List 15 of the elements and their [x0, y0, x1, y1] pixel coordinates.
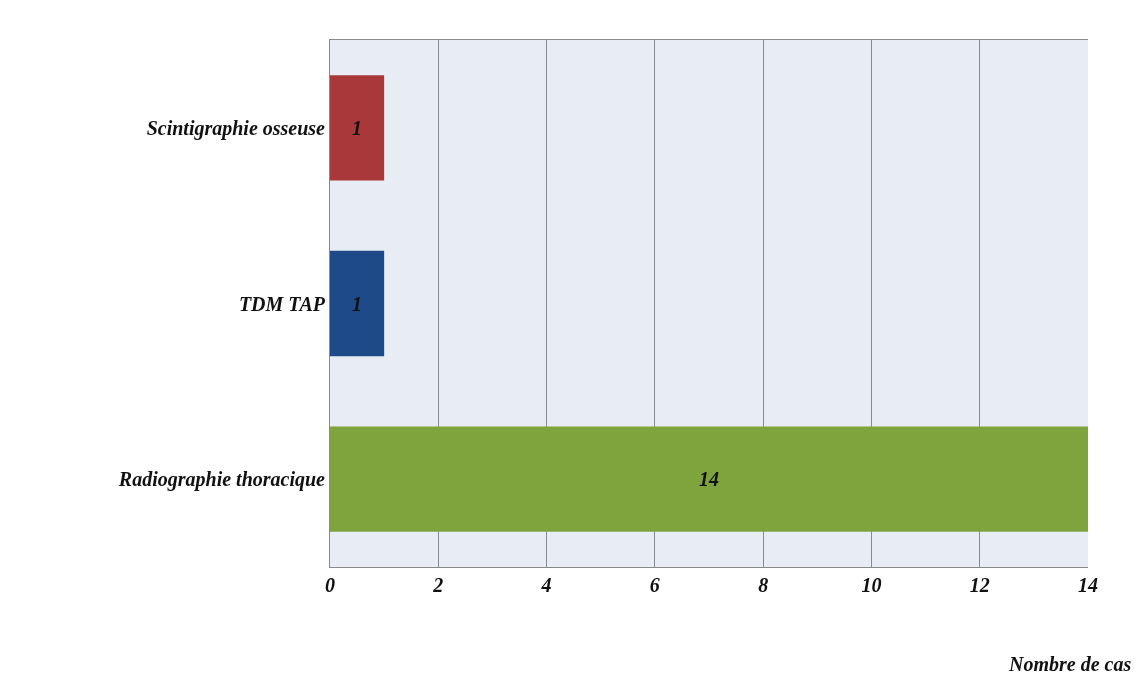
y-tick-label: Radiographie thoracique — [117, 468, 326, 492]
x-tick-label: 4 — [540, 574, 552, 596]
x-tick-label: 8 — [758, 574, 769, 596]
data-label: 1 — [352, 292, 363, 315]
x-tick-label: 10 — [861, 574, 882, 596]
data-label: 1 — [352, 116, 363, 139]
y-tick-label: TDM TAP — [238, 292, 326, 315]
x-axis-title: Nombre de cas — [1008, 653, 1132, 675]
x-tick-label: 2 — [432, 574, 444, 596]
x-tick-label: 14 — [1078, 574, 1098, 596]
x-tick-label: 12 — [969, 574, 990, 596]
y-tick-label: Scintigraphie osseuse — [146, 116, 326, 140]
x-tick-label: 6 — [649, 574, 660, 596]
x-tick-label: 0 — [325, 574, 335, 596]
data-label: 14 — [699, 468, 719, 491]
